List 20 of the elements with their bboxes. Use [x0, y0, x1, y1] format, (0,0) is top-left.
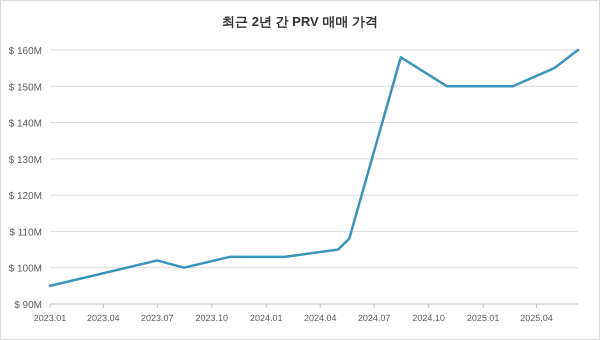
x-tick-label: 2023.01	[34, 313, 66, 323]
x-tick-label: 2023.07	[140, 313, 174, 323]
y-tick-label: $ 140M	[8, 118, 42, 130]
x-tick-label: 2024.10	[412, 313, 445, 323]
x-tick-label: 2023.04	[87, 313, 120, 323]
y-tick-label: $ 130M	[8, 154, 42, 166]
line-series	[48, 48, 580, 288]
y-tick-label: $ 90M	[14, 300, 42, 311]
x-tick-label: 2024.07	[358, 313, 390, 323]
y-tick-label: $ 110M	[9, 227, 42, 238]
y-tick-label: $ 120M	[8, 191, 42, 202]
x-tick-label: 2024.01	[250, 313, 283, 323]
y-tick-label: $ 150M	[8, 82, 42, 94]
x-tick-label: 2023.10	[196, 313, 228, 323]
chart-title: 최근 2년 간 PRV 매매 가격	[222, 14, 378, 29]
x-tick-label: 2025.04	[520, 313, 553, 323]
x-tick-label: 2025.01	[466, 313, 500, 323]
x-tick-label: 2024.04	[304, 313, 336, 323]
y-tick-label: $ 100M	[8, 264, 42, 275]
y-tick-label: $ 160M	[8, 46, 42, 57]
